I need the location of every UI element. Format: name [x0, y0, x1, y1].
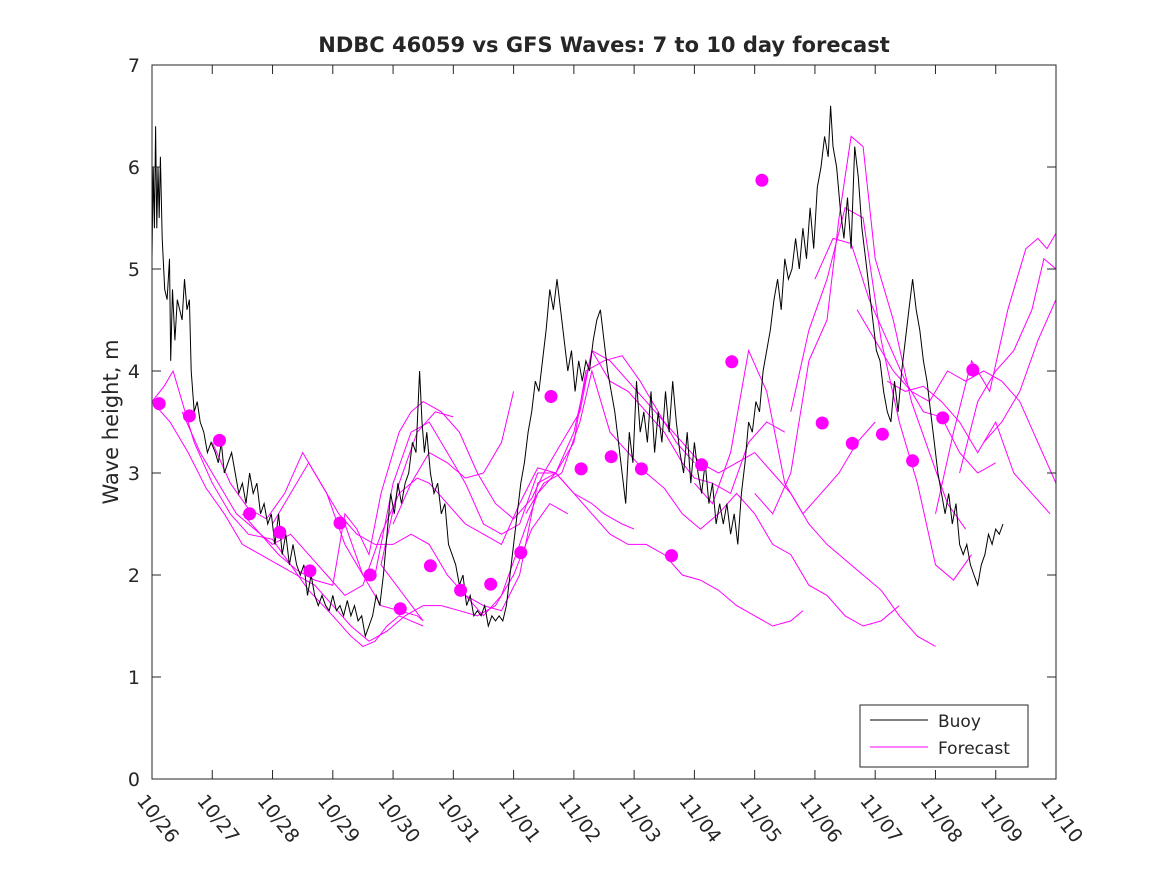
forecast-marker-25	[906, 454, 920, 468]
forecast-line-15	[856, 309, 1057, 484]
forecast-line-13	[790, 207, 973, 581]
forecast-marker-24	[875, 427, 889, 441]
y-tick-label-0: 0	[128, 769, 140, 791]
forecast-marker-1	[152, 397, 166, 411]
legend-label-forecast: Forecast	[938, 739, 1010, 759]
forecast-marker-2	[182, 409, 196, 423]
forecast-marker-6	[303, 564, 317, 578]
forecast-marker-20	[725, 355, 739, 369]
forecast-marker-18	[665, 549, 678, 563]
forecast-marker-21	[755, 173, 769, 187]
y-tick-label-5: 5	[128, 259, 140, 281]
forecast-marker-16	[604, 450, 618, 464]
data-layer	[151, 105, 1057, 647]
forecast-line-17	[935, 233, 1057, 514]
y-tick-label-1: 1	[128, 667, 140, 689]
forecast-line-4	[211, 355, 695, 612]
forecast-line-12	[754, 135, 967, 530]
forecast-line-7	[344, 411, 454, 622]
forecast-marker-11	[454, 583, 468, 597]
y-axis-label: Wave height, m	[99, 339, 123, 504]
y-tick-label-2: 2	[128, 565, 140, 587]
forecast-marker-27	[966, 363, 980, 377]
forecast-marker-5	[273, 525, 287, 539]
forecast-marker-15	[574, 462, 588, 476]
plot-area	[152, 65, 1056, 779]
forecast-marker-17	[634, 462, 648, 476]
forecast-marker-9	[393, 602, 407, 616]
forecast-line-18	[959, 257, 1057, 474]
forecast-line-10	[525, 369, 900, 627]
forecast-marker-10	[423, 559, 437, 573]
y-tick-label-3: 3	[128, 463, 140, 485]
axes-frame	[151, 64, 1057, 780]
forecast-line-2	[151, 401, 569, 642]
forecast-marker-7	[333, 516, 347, 530]
y-tick-label-7: 7	[128, 55, 140, 77]
forecast-marker-19	[695, 458, 709, 472]
forecast-marker-26	[936, 411, 950, 425]
forecast-line-5	[242, 349, 786, 586]
forecast-line-14	[814, 237, 996, 474]
forecast-marker-4	[243, 507, 257, 521]
chart-title: NDBC 46059 vs GFS Waves: 7 to 10 day for…	[318, 33, 889, 57]
forecast-marker-22	[815, 416, 829, 430]
legend-box	[859, 704, 1029, 768]
y-tick-label-4: 4	[128, 361, 140, 383]
forecast-marker-14	[544, 390, 558, 403]
forecast-marker-12	[484, 577, 498, 591]
forecast-marker-8	[363, 568, 377, 582]
forecast-line-19	[983, 299, 1057, 443]
forecast-marker-13	[514, 546, 528, 560]
forecast-line-8	[392, 391, 515, 525]
y-tick-label-6: 6	[128, 157, 140, 179]
buoy-line	[151, 105, 1004, 639]
forecast-line-11	[694, 348, 876, 515]
forecast-marker-3	[213, 433, 226, 447]
legend: Buoy Forecast	[859, 704, 1029, 768]
forecast-marker-23	[845, 436, 859, 450]
legend-label-buoy: Buoy	[938, 712, 981, 732]
